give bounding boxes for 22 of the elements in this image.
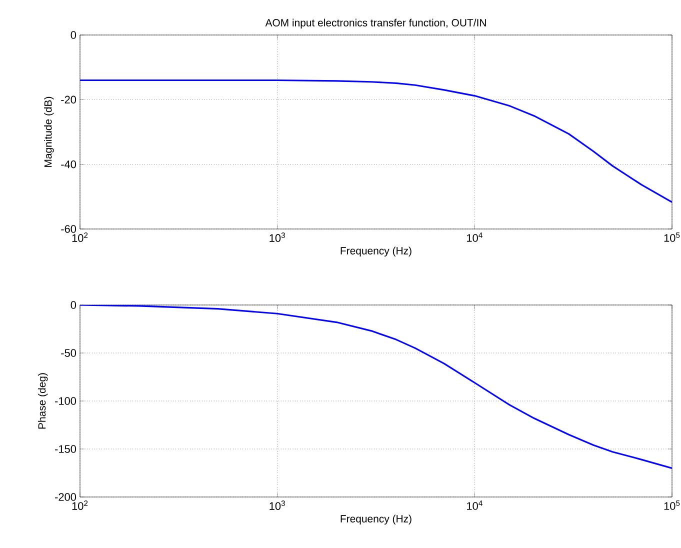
x-tick-label: 10$^{3}$	[270, 500, 285, 510]
y-tick-label: -200	[55, 493, 76, 501]
y-tick-label: -40	[61, 160, 76, 168]
x-axis-title: Frequency (Hz)	[340, 246, 412, 257]
y-tick-label: -150	[55, 445, 76, 453]
y-axis-title: Magnitude (dB)	[44, 96, 54, 167]
y-tick-label: 0	[70, 31, 76, 39]
y-tick-label: -60	[61, 225, 76, 233]
chart-title: AOM input electronics transfer function, OUT/IN	[265, 18, 486, 28]
y-tick-label: -100	[55, 397, 76, 405]
x-tick-label: 10$^{2}$	[72, 232, 88, 242]
x-axis-title: Frequency (Hz)	[340, 514, 412, 525]
x-tick-label: 10$^{4}$	[467, 500, 482, 510]
y-axis-title: Phase (deg)	[38, 373, 48, 429]
x-tick-label: 10$^{4}$	[467, 232, 482, 242]
y-tick-label: -50	[61, 349, 76, 357]
x-tick-label: 10$^{5}$	[664, 500, 680, 510]
x-tick-label: 10$^{3}$	[270, 232, 285, 242]
x-tick-label: 10$^{5}$	[664, 232, 680, 242]
y-tick-label: 0	[70, 301, 76, 309]
y-tick-label: -20	[61, 96, 76, 104]
x-tick-label: 10$^{2}$	[72, 500, 88, 510]
